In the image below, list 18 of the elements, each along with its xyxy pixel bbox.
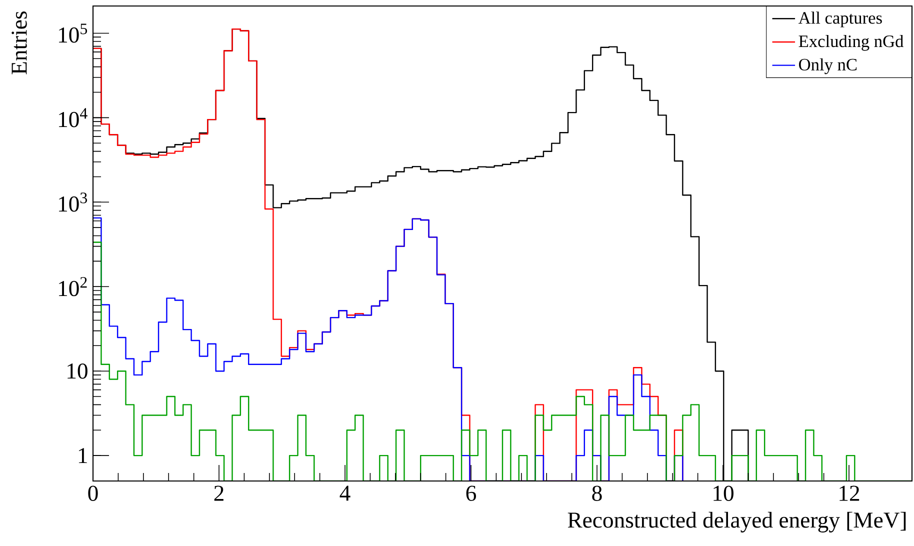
y-tick-label: 10$^{4}$: [59, 108, 88, 128]
y-tick-label: 1: [78, 448, 87, 464]
y-tick-label: 10$^{5}$: [59, 24, 88, 43]
legend-label: Only nC: [799, 58, 857, 74]
x-tick-label: 4: [340, 486, 350, 501]
legend-label: Excluding nGd: [798, 34, 904, 51]
y-tick-label: 10: [68, 363, 88, 379]
x-tick-label: 8: [592, 486, 602, 501]
x-tick-label: 6: [466, 486, 476, 501]
x-tick-label: 10: [714, 486, 734, 501]
x-tick-label: 2: [214, 486, 224, 501]
y-tick-label: 10$^{3}$: [59, 192, 88, 212]
y-axis-title: Entries: [12, 12, 27, 74]
legend-label: All captures: [798, 12, 882, 28]
y-tick-label: 10$^{2}$: [59, 277, 87, 296]
x-axis-title: Reconstructed delayed energy [MeV]: [568, 512, 906, 532]
x-tick-label: 0: [88, 486, 98, 501]
x-tick-label: 12: [840, 486, 860, 501]
